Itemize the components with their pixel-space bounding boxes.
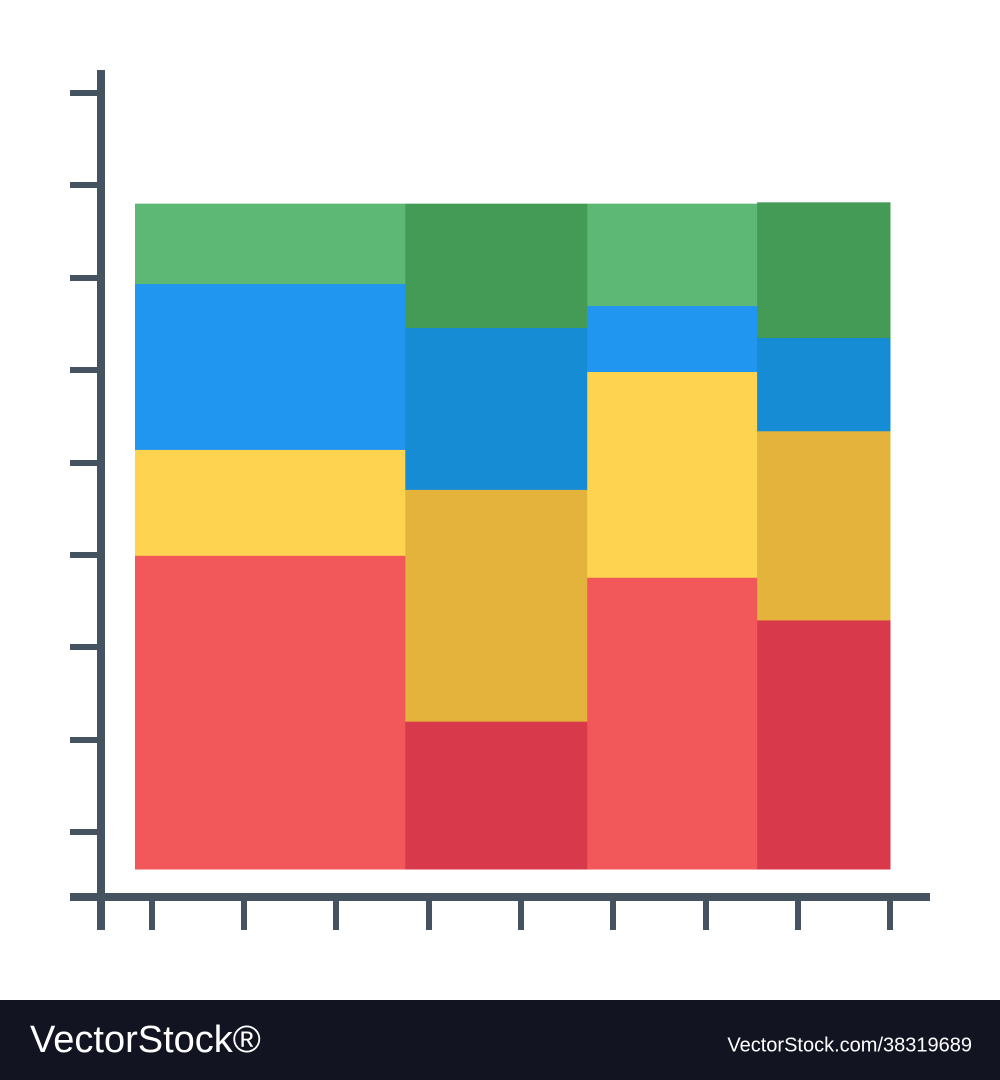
segment (587, 371, 758, 578)
segment (405, 721, 588, 870)
y-axis-ticks (70, 90, 101, 835)
x-axis-ticks (149, 897, 893, 930)
watermark-id: VectorStock.com/38319689 (727, 1034, 972, 1056)
segment (587, 305, 758, 372)
segment (757, 619, 891, 870)
segment (405, 203, 588, 329)
segment (135, 555, 406, 870)
segment (135, 283, 406, 450)
segment (405, 327, 588, 490)
segment (757, 430, 891, 621)
axes (70, 70, 930, 930)
watermark-bar (0, 1000, 1000, 1080)
segment (757, 202, 891, 339)
segment (587, 203, 758, 307)
plot-area (135, 202, 891, 870)
watermark-brand: VectorStock® (30, 1019, 261, 1061)
segment (587, 577, 758, 870)
segment (405, 489, 588, 722)
segment (135, 449, 406, 556)
segment (757, 337, 891, 432)
segment (135, 203, 406, 285)
